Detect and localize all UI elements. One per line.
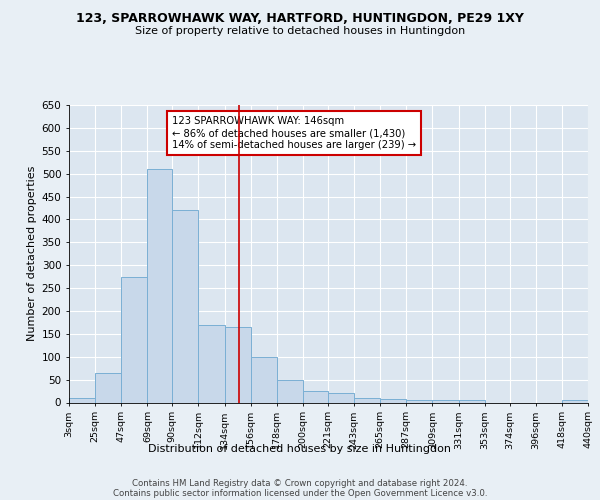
- Bar: [303, 391, 328, 402]
- Bar: [251, 356, 277, 403]
- Bar: [95, 373, 121, 402]
- Bar: [199, 324, 224, 402]
- Bar: [148, 169, 172, 402]
- Bar: [458, 400, 485, 402]
- Bar: [172, 210, 199, 402]
- Bar: [354, 398, 380, 402]
- Bar: [277, 380, 303, 402]
- Y-axis label: Number of detached properties: Number of detached properties: [28, 166, 37, 342]
- Bar: [406, 400, 433, 402]
- Text: 123, SPARROWHAWK WAY, HARTFORD, HUNTINGDON, PE29 1XY: 123, SPARROWHAWK WAY, HARTFORD, HUNTINGD…: [76, 12, 524, 26]
- Bar: [328, 394, 354, 402]
- Text: 123 SPARROWHAWK WAY: 146sqm
← 86% of detached houses are smaller (1,430)
14% of : 123 SPARROWHAWK WAY: 146sqm ← 86% of det…: [172, 116, 416, 150]
- Bar: [433, 400, 458, 402]
- Text: Distribution of detached houses by size in Huntingdon: Distribution of detached houses by size …: [149, 444, 452, 454]
- Bar: [69, 398, 95, 402]
- Text: Contains HM Land Registry data © Crown copyright and database right 2024.
Contai: Contains HM Land Registry data © Crown c…: [113, 479, 487, 498]
- Bar: [380, 399, 406, 402]
- Bar: [121, 276, 148, 402]
- Bar: [562, 400, 588, 402]
- Bar: [224, 327, 251, 402]
- Text: Size of property relative to detached houses in Huntingdon: Size of property relative to detached ho…: [135, 26, 465, 36]
